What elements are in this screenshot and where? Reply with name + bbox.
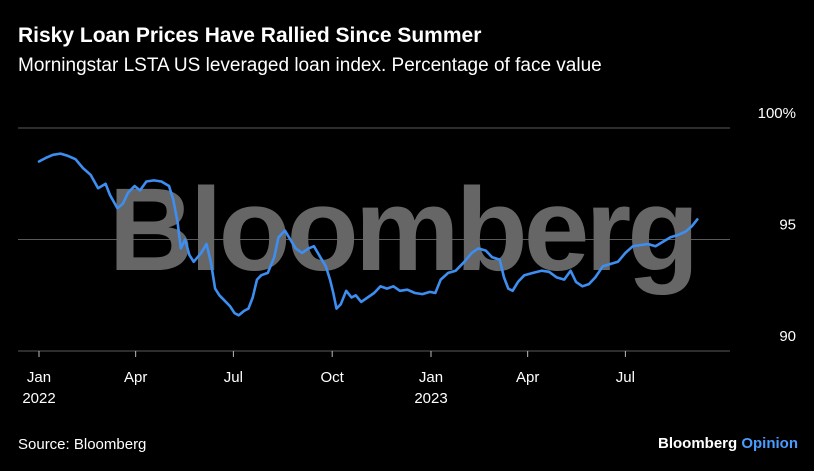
series-line-loan-index [37, 152, 699, 317]
x-tick-label: Jan [27, 369, 51, 386]
x-tick-label: Oct [321, 369, 345, 386]
x-tick-label: Jul [224, 369, 243, 386]
brand-name: Bloomberg [658, 435, 738, 452]
chart-subtitle: Morningstar LSTA US leveraged loan index… [18, 55, 602, 76]
x-tick-label: Jan [419, 369, 443, 386]
y-tick-label: 90 [779, 328, 796, 345]
brand-suffix: Opinion [741, 435, 798, 452]
series-layer [37, 152, 699, 317]
y-tick-label: 100% [758, 105, 796, 122]
x-tick-label: Apr [516, 369, 539, 386]
chart-title: Risky Loan Prices Have Rallied Since Sum… [18, 24, 482, 47]
axis-labels: 100% 95 90 Jan 2022 Apr Jul Oct Jan 2023 Apr Jul [22, 105, 796, 407]
x-tick-label: Apr [124, 369, 147, 386]
x-tick-year-label: 2022 [22, 390, 55, 407]
brand-logo: Bloomberg Opinion [658, 435, 798, 452]
grid-lines [18, 127, 730, 352]
y-tick-label: 95 [779, 217, 796, 234]
bloomberg-watermark: Bloomberg [109, 164, 696, 296]
x-tick-label: Jul [616, 369, 635, 386]
x-tick-year-label: 2023 [414, 390, 447, 407]
source-note: Source: Bloomberg [18, 436, 147, 453]
